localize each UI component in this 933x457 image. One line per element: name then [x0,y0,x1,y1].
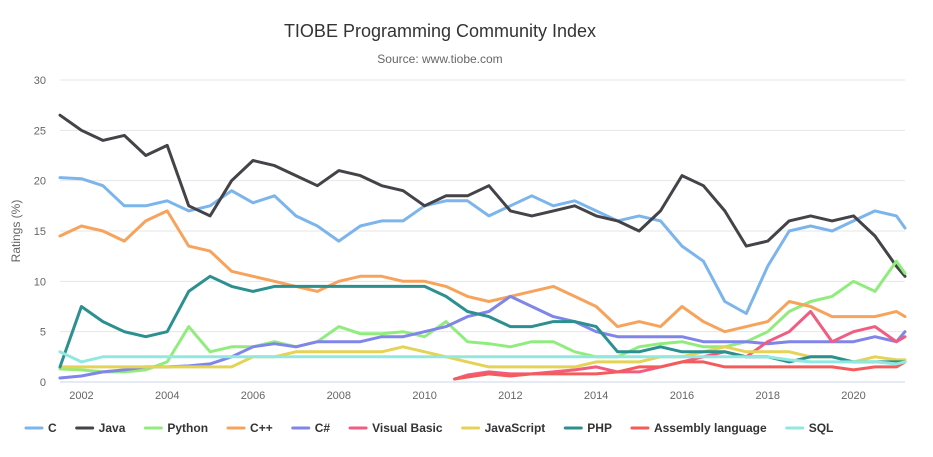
legend-item-c[interactable]: C [24,421,57,435]
x-tick-label: 2020 [841,390,865,402]
legend-label: SQL [809,421,834,435]
legend-item-php[interactable]: PHP [563,421,612,435]
y-tick-label: 10 [34,276,46,288]
series-line-c[interactable] [58,294,907,380]
legend-label: Assembly language [654,421,767,435]
legend-item-c[interactable]: C# [291,421,331,435]
y-tick-label: 5 [40,327,46,339]
series-line-assembly-language[interactable] [453,360,907,381]
chart-subtitle: Source: www.tiobe.com [377,52,502,66]
x-tick-label: 2018 [755,390,779,402]
y-tick-label: 0 [40,377,46,389]
series-line-python[interactable] [58,259,907,374]
legend-item-assembly-language[interactable]: Assembly language [630,421,767,435]
legend-item-python[interactable]: Python [143,421,208,435]
y-tick-label: 25 [34,125,46,137]
legend-item-javascript[interactable]: JavaScript [461,421,546,435]
x-axis-ticks: 2002 2004 2006 2008 2010 2012 2014 2016 2018 2020 [69,390,866,402]
legend-item-visual-basic[interactable]: Visual Basic [348,421,443,435]
legend-item-java[interactable]: Java [75,421,126,435]
x-tick-label: 2012 [498,390,522,402]
x-tick-label: 2006 [241,390,265,402]
legend-label: JavaScript [485,421,546,435]
x-tick-label: 2016 [670,390,694,402]
y-axis-ticks: 0 5 10 15 20 25 30 [34,75,46,389]
series-lines [58,113,907,381]
chart-title: TIOBE Programming Community Index [284,21,596,41]
x-tick-label: 2014 [584,390,608,402]
legend-label: Visual Basic [372,421,443,435]
legend-label: Java [99,421,126,435]
legend-item-sql[interactable]: SQL [785,421,834,435]
series-line-java[interactable] [58,113,907,278]
legend-label: Python [167,421,208,435]
y-axis-label: Ratings (%) [9,200,23,263]
x-tick-label: 2010 [412,390,436,402]
legend-label: PHP [587,421,612,435]
y-tick-label: 15 [34,226,46,238]
series-line-javascript[interactable] [58,345,907,369]
series-line-c[interactable] [58,209,907,334]
legend-label: C [48,421,57,435]
x-tick-label: 2004 [155,390,179,402]
legend-item-c[interactable]: C++ [226,421,273,435]
y-tick-label: 30 [34,75,46,87]
x-tick-label: 2008 [327,390,351,402]
x-tick-label: 2002 [69,390,93,402]
series-line-sql[interactable] [58,350,907,366]
legend-label: C# [315,421,331,435]
legend-label: C++ [250,421,273,435]
series-line-c[interactable] [58,176,907,315]
legend[interactable]: C Java Python C++ C# Visual Basic JavaScript PH… [24,421,834,435]
y-tick-label: 20 [34,176,46,188]
